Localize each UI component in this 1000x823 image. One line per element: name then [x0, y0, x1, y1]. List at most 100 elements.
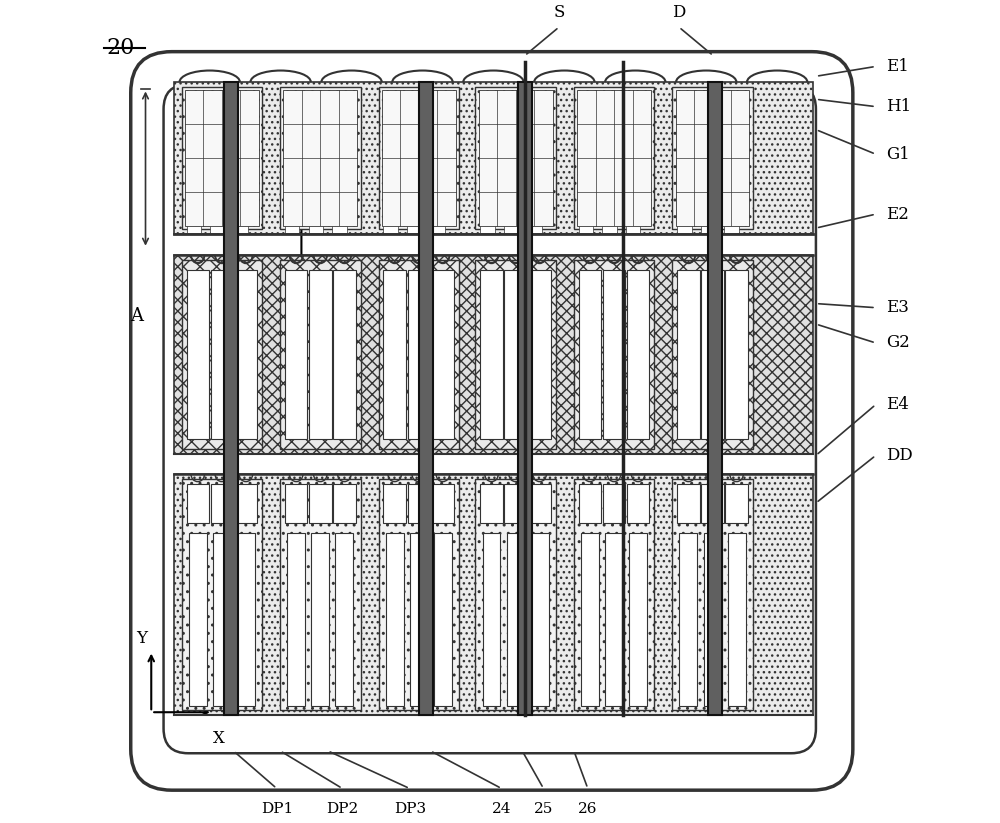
- Bar: [728, 533, 746, 706]
- Text: 25: 25: [534, 802, 553, 816]
- Bar: [627, 484, 649, 523]
- Bar: [679, 533, 697, 706]
- Text: E4: E4: [886, 396, 909, 413]
- Bar: [504, 270, 527, 439]
- Bar: [677, 484, 700, 523]
- Bar: [475, 479, 556, 709]
- Bar: [210, 226, 225, 233]
- Bar: [419, 82, 433, 714]
- Bar: [701, 484, 724, 523]
- Bar: [603, 270, 625, 439]
- Bar: [333, 484, 356, 523]
- Bar: [386, 533, 404, 706]
- Bar: [480, 226, 495, 233]
- Bar: [676, 91, 749, 226]
- Bar: [185, 91, 259, 226]
- Text: X: X: [213, 730, 224, 747]
- Text: H1: H1: [886, 98, 911, 115]
- Bar: [725, 270, 748, 439]
- Bar: [725, 484, 748, 523]
- Bar: [379, 87, 459, 229]
- Bar: [579, 484, 601, 523]
- Bar: [211, 270, 233, 439]
- Bar: [383, 484, 406, 523]
- Bar: [579, 270, 601, 439]
- Text: DP3: DP3: [394, 802, 426, 816]
- Bar: [479, 91, 553, 226]
- Bar: [189, 533, 207, 706]
- Bar: [182, 479, 262, 709]
- Bar: [672, 260, 753, 449]
- Text: S: S: [553, 4, 565, 21]
- Bar: [235, 270, 257, 439]
- Bar: [574, 479, 654, 709]
- Text: G1: G1: [886, 146, 909, 163]
- Text: DP1: DP1: [261, 802, 293, 816]
- Bar: [383, 226, 398, 233]
- Bar: [174, 474, 813, 714]
- Bar: [579, 226, 593, 233]
- Bar: [332, 226, 347, 233]
- Bar: [432, 270, 454, 439]
- FancyBboxPatch shape: [131, 52, 853, 790]
- Bar: [280, 479, 361, 709]
- Bar: [407, 226, 421, 233]
- Bar: [434, 533, 452, 706]
- Bar: [626, 226, 640, 233]
- Text: DD: DD: [886, 447, 912, 464]
- Bar: [408, 270, 430, 439]
- Bar: [581, 533, 599, 706]
- Bar: [527, 226, 542, 233]
- Bar: [182, 87, 262, 229]
- Bar: [602, 226, 617, 233]
- Text: E2: E2: [886, 206, 909, 223]
- Bar: [237, 533, 255, 706]
- Bar: [187, 270, 209, 439]
- Bar: [704, 533, 722, 706]
- Bar: [187, 484, 209, 523]
- Text: 26: 26: [578, 802, 598, 816]
- Bar: [410, 533, 428, 706]
- Bar: [480, 484, 503, 523]
- Bar: [309, 226, 323, 233]
- Bar: [701, 226, 715, 233]
- Text: DP2: DP2: [326, 802, 359, 816]
- Bar: [531, 533, 549, 706]
- Bar: [507, 533, 525, 706]
- Bar: [574, 260, 654, 449]
- Bar: [234, 226, 248, 233]
- Bar: [528, 484, 551, 523]
- Bar: [224, 82, 238, 714]
- Bar: [480, 270, 503, 439]
- Bar: [677, 226, 692, 233]
- Bar: [475, 260, 556, 449]
- Bar: [603, 484, 625, 523]
- Bar: [335, 533, 353, 706]
- Bar: [432, 484, 454, 523]
- Bar: [574, 87, 654, 229]
- Bar: [528, 270, 551, 439]
- Bar: [605, 533, 623, 706]
- Bar: [174, 255, 813, 453]
- Bar: [701, 270, 724, 439]
- Bar: [677, 270, 700, 439]
- Bar: [408, 484, 430, 523]
- Bar: [311, 533, 329, 706]
- Bar: [285, 270, 307, 439]
- Bar: [235, 484, 257, 523]
- Bar: [504, 226, 518, 233]
- Text: 20: 20: [106, 37, 134, 59]
- Bar: [629, 533, 647, 706]
- Bar: [283, 91, 357, 226]
- Text: 24: 24: [492, 802, 511, 816]
- Bar: [379, 479, 459, 709]
- Text: E3: E3: [886, 300, 909, 316]
- Bar: [627, 270, 649, 439]
- Bar: [211, 484, 233, 523]
- Bar: [379, 260, 459, 449]
- Bar: [280, 260, 361, 449]
- Bar: [724, 226, 739, 233]
- Text: G2: G2: [886, 334, 909, 351]
- Bar: [708, 82, 722, 714]
- Bar: [213, 533, 231, 706]
